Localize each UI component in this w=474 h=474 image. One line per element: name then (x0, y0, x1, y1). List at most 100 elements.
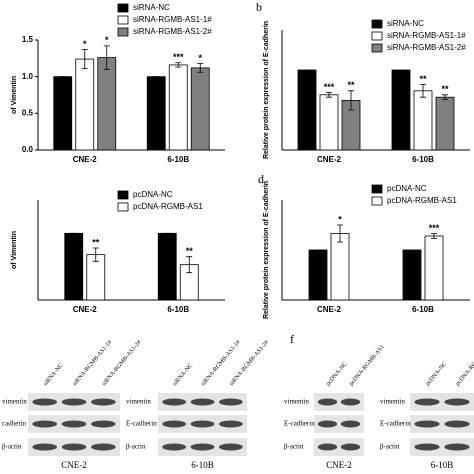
x-tick-label: CNE-2 (73, 305, 98, 314)
legend-swatch (117, 190, 129, 200)
error-bar (348, 90, 354, 111)
error-bar (442, 94, 448, 100)
bar (157, 232, 177, 301)
bar (97, 57, 117, 151)
group-label: 6-10B (431, 460, 454, 470)
legend-swatch (371, 184, 383, 194)
y-tick-label: 0.5 (22, 108, 34, 117)
band (162, 420, 187, 428)
x-tick-label: 6-10B (412, 155, 434, 164)
y-axis-label: Relative protein expression of E-cadheri… (263, 181, 270, 319)
row-label: β-actin (380, 443, 400, 451)
band (444, 398, 470, 406)
legend-swatch (371, 196, 383, 206)
x-tick-label: CNE-2 (317, 155, 342, 164)
column-label: pcDNA-RGMB-AS1 (455, 344, 474, 387)
group-label: CNE-2 (326, 460, 352, 470)
bar (402, 249, 422, 301)
row-label: E-cadherin (284, 420, 315, 428)
significance: * (83, 39, 87, 49)
row-label: vimentin (284, 398, 309, 406)
error-bar (92, 247, 99, 262)
band (61, 420, 87, 428)
significance: ** (441, 84, 449, 94)
bar (297, 69, 317, 151)
significance: ** (347, 80, 355, 90)
x-tick-label: 6-10B (167, 155, 189, 164)
legend-label: siRNA-RGMB-AS1-2# (133, 27, 212, 36)
group-label: CNE-2 (61, 460, 87, 470)
row-label: vimentin (2, 398, 27, 406)
legend-label: siRNA-RGMB-AS1-1# (387, 31, 466, 40)
band (317, 398, 338, 406)
band (317, 443, 338, 451)
legend-swatch (117, 27, 129, 37)
band (340, 398, 361, 406)
bar (75, 58, 95, 151)
row-label: β-actin (126, 443, 146, 451)
band (218, 443, 243, 451)
band (190, 443, 215, 451)
band (91, 398, 116, 406)
error-bar (103, 45, 110, 70)
y-tick-label: 1.5 (22, 35, 34, 44)
row-label: cadherin (2, 420, 27, 428)
bar (413, 90, 433, 151)
membrane (410, 393, 474, 411)
error-bar (326, 92, 332, 98)
significance: *** (324, 82, 335, 92)
error-bar (175, 62, 182, 68)
membrane (314, 415, 364, 433)
bar (146, 76, 166, 151)
y-axis-label: of Vimentin (11, 76, 18, 114)
band (61, 443, 87, 451)
panel-label: d (258, 172, 264, 186)
error-bar (81, 49, 88, 69)
legend-label: pcDNA-RGMB-AS1 (387, 196, 457, 205)
row-label: vimentin (126, 398, 151, 406)
membrane (410, 438, 474, 456)
bar (64, 232, 84, 301)
band (218, 420, 243, 428)
column-label: siRNA-NC (43, 363, 65, 388)
bar (424, 235, 444, 301)
error-bar (197, 63, 204, 73)
column-label: siRNA-NC (172, 363, 194, 388)
significance: * (105, 35, 109, 45)
legend-swatch (371, 43, 383, 53)
row-label: β-actin (2, 443, 22, 451)
error-bar (431, 233, 437, 239)
legend-label: siRNA-NC (387, 19, 424, 28)
row-label: E-cadherin (126, 420, 157, 428)
column-label: pcDNA-RGMB-AS1 (348, 344, 385, 387)
membrane (410, 415, 474, 433)
row-label: vimentin (380, 398, 405, 406)
band (190, 420, 215, 428)
group-label: 6-10B (191, 460, 214, 470)
y-tick-label: 1.0 (22, 72, 34, 81)
band (340, 420, 361, 428)
panel-label: b (256, 0, 262, 14)
significance: * (198, 53, 202, 63)
column-label: pcDNA-NC (425, 361, 448, 387)
band (91, 443, 116, 451)
significance: ** (92, 237, 100, 247)
x-tick-label: CNE-2 (73, 155, 98, 164)
legend-label: siRNA-RGMB-AS1-1# (133, 15, 212, 24)
significance: *** (173, 52, 184, 62)
legend-swatch (117, 3, 129, 13)
y-axis-label: of Vimentin (11, 231, 18, 269)
legend-swatch (371, 31, 383, 41)
band (414, 398, 440, 406)
band (218, 398, 243, 406)
band (414, 420, 440, 428)
bar (190, 67, 210, 151)
band (162, 443, 187, 451)
row-label: E-cadherin (380, 420, 411, 428)
significance: *** (429, 223, 440, 233)
membrane (314, 438, 364, 456)
y-axis-label: Relative protein expression of E-cadheri… (263, 21, 270, 159)
error-bar (186, 256, 193, 274)
band (32, 398, 57, 406)
